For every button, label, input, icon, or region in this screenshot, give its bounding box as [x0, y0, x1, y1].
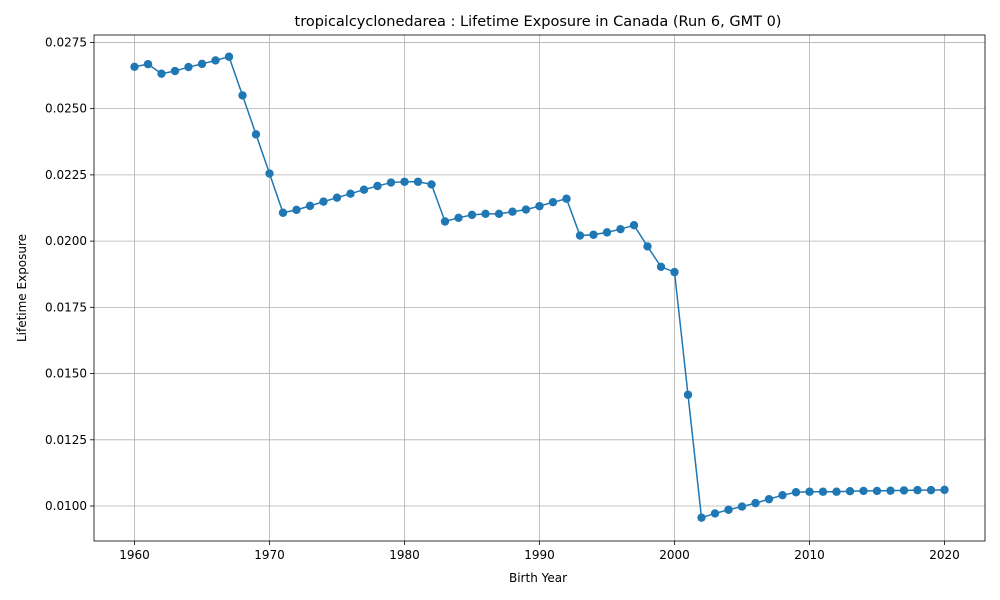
- data-point: [157, 69, 166, 78]
- data-point: [818, 487, 828, 496]
- data-point: [251, 130, 261, 139]
- y-axis-label: Lifetime Exposure: [15, 234, 29, 342]
- data-point: [224, 52, 234, 61]
- data-point: [521, 205, 531, 214]
- grid: [94, 35, 985, 541]
- data-point: [940, 485, 949, 495]
- y-tick-label: 0.0275: [45, 35, 87, 49]
- data-point: [670, 267, 679, 277]
- x-tick-label: 2020: [929, 548, 960, 562]
- data-point: [143, 59, 153, 69]
- data-point: [872, 486, 882, 496]
- data-point: [467, 210, 477, 220]
- data-point: [805, 487, 814, 496]
- data-point: [238, 91, 247, 100]
- data-point: [575, 231, 585, 240]
- data-point: [481, 209, 490, 219]
- data-point: [913, 485, 922, 495]
- data-point: [386, 178, 396, 187]
- data-point: [791, 488, 801, 497]
- data-point: [400, 177, 409, 186]
- data-point: [413, 177, 423, 186]
- x-tick-label: 2010: [794, 548, 825, 562]
- data-point: [629, 221, 639, 230]
- x-tick-label: 1990: [524, 548, 555, 562]
- x-tick-label: 1980: [389, 548, 420, 562]
- data-point: [589, 230, 598, 239]
- data-point: [265, 169, 274, 178]
- data-point: [562, 194, 571, 203]
- data-point: [832, 487, 841, 496]
- data-point: [602, 228, 612, 237]
- data-point: [656, 262, 666, 272]
- axes: 1960 1970 1980 1990 2000 2010 2020 0.0100 0.0125…: [45, 34, 986, 562]
- data-point: [197, 59, 207, 69]
- data-point: [764, 494, 774, 504]
- y-tick-label: 0.0250: [45, 102, 87, 116]
- data-point: [332, 193, 342, 202]
- data-point: [683, 390, 693, 399]
- data-point: [724, 505, 733, 514]
- data-point: [751, 498, 760, 508]
- data-point: [319, 197, 328, 206]
- x-axis-label: Birth Year: [509, 571, 567, 585]
- x-tick-label: 2000: [659, 548, 690, 562]
- data-point: [778, 490, 787, 500]
- data-point: [710, 509, 720, 518]
- data-point: [454, 213, 463, 222]
- data-point: [346, 189, 355, 198]
- y-tick-label: 0.0125: [45, 433, 87, 447]
- data-point: [278, 208, 288, 217]
- data-point: [508, 207, 517, 216]
- data-point: [440, 217, 450, 226]
- data-point: [184, 62, 193, 72]
- data-point: [373, 181, 382, 191]
- data-point: [359, 185, 369, 194]
- x-tick-label: 1970: [254, 548, 285, 562]
- data-point: [494, 209, 504, 219]
- data-point: [548, 197, 558, 207]
- chart-title: tropicalcyclonedarea : Lifetime Exposure…: [295, 14, 782, 30]
- y-tick-label: 0.0100: [45, 499, 87, 513]
- data-point: [616, 224, 625, 234]
- data-point: [427, 180, 436, 189]
- y-tick-label: 0.0200: [45, 234, 87, 248]
- data-point: [859, 486, 868, 496]
- data-point: [535, 201, 544, 211]
- data-point: [926, 485, 936, 495]
- data-point: [899, 486, 909, 495]
- y-tick-label: 0.0150: [45, 367, 87, 381]
- data-point: [305, 201, 315, 211]
- y-tick-label: 0.0175: [45, 300, 87, 314]
- x-tick-label: 1960: [119, 548, 150, 562]
- data-point: [130, 62, 139, 71]
- data-point: [737, 502, 747, 511]
- data-point: [886, 486, 895, 495]
- data-point: [697, 513, 706, 522]
- data-point: [170, 66, 180, 76]
- data-point: [292, 205, 301, 215]
- y-tick-label: 0.0225: [45, 168, 87, 182]
- data-point: [643, 242, 652, 251]
- data-series: [130, 52, 949, 522]
- data-point: [211, 56, 220, 65]
- data-point: [845, 486, 855, 496]
